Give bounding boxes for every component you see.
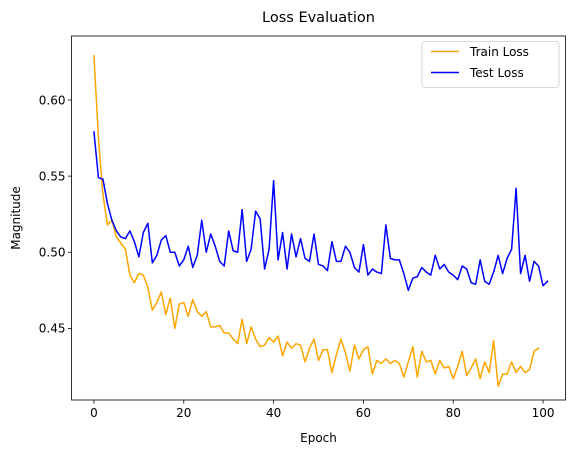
series-line-test-loss [93,131,549,292]
y-tick-label: 0.45 [39,322,66,336]
y-axis-label: Magnitude [9,186,23,250]
x-tick-label: 60 [356,406,371,420]
legend-frame [421,41,560,88]
y-tick-label: 0.55 [39,169,66,183]
x-axis-label: Epoch [300,431,337,445]
x-tick-label: 20 [176,406,191,420]
x-axis: 0 20 40 60 80 100 [90,400,554,420]
legend: Train Loss Test Loss [421,41,560,88]
x-tick-label: 80 [446,406,461,420]
y-tick-label: 0.50 [39,246,66,260]
x-tick-label: 0 [90,406,98,420]
x-tick-label: 100 [532,406,555,420]
series-layer [93,55,549,388]
x-tick-label: 40 [266,406,281,420]
y-tick-label: 0.60 [39,93,66,107]
legend-label-test-loss: Test Loss [469,66,524,80]
chart-title: Loss Evaluation [262,10,375,26]
plot-frame [71,35,566,401]
legend-label-train-loss: Train Loss [469,45,529,59]
series-line-train-loss [93,55,540,388]
y-axis: 0.45 0.50 0.55 0.60 [39,93,72,336]
